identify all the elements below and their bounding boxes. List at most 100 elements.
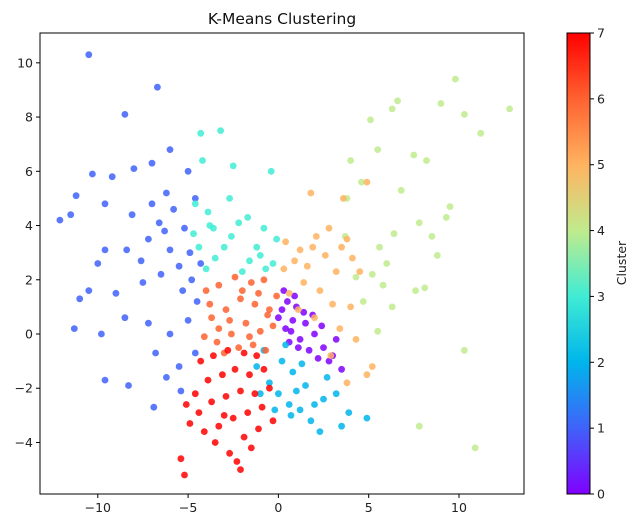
cluster-2-point xyxy=(285,401,293,408)
cluster-4-point xyxy=(452,75,459,83)
cluster-3-point xyxy=(211,254,219,262)
y-tick-label: −4 xyxy=(15,435,33,450)
cluster-1-point xyxy=(101,246,109,254)
cluster-6-point xyxy=(251,300,259,308)
x-tick-label: 0 xyxy=(274,500,282,515)
cluster-5-point xyxy=(327,352,335,360)
cluster-5-point xyxy=(363,371,371,379)
cluster-1-point xyxy=(193,298,201,305)
y-tick-label: −2 xyxy=(15,381,33,396)
cluster-0-point xyxy=(291,292,298,300)
cluster-7-point xyxy=(255,425,262,433)
cluster-1-point xyxy=(175,363,183,370)
cluster-4-point xyxy=(410,151,418,159)
cluster-5-point xyxy=(316,287,324,294)
cluster-5-point xyxy=(343,235,351,243)
cluster-7-point xyxy=(191,390,199,398)
cluster-1-point xyxy=(152,349,160,357)
cluster-7-point xyxy=(237,466,244,473)
cluster-4-point xyxy=(446,203,454,211)
cluster-7-point xyxy=(260,365,268,373)
cluster-1-point xyxy=(125,382,132,389)
cluster-0-point xyxy=(305,346,313,354)
cluster-2-point xyxy=(293,387,300,395)
cluster-1-point xyxy=(148,159,156,167)
cluster-3-point xyxy=(267,167,275,175)
cluster-1-point xyxy=(166,246,174,254)
cluster-1-point xyxy=(161,227,169,235)
cluster-1-point xyxy=(137,257,145,265)
cluster-1-point xyxy=(112,289,120,297)
cluster-7-point xyxy=(233,458,241,465)
cluster-6-point xyxy=(238,287,246,294)
cluster-7-point xyxy=(210,352,217,360)
cluster-0-point xyxy=(332,336,340,343)
x-tick-label: 10 xyxy=(451,500,467,515)
cluster-5-point xyxy=(347,303,354,311)
cluster-1-point xyxy=(166,146,174,154)
cluster-1-point xyxy=(101,200,109,208)
x-tick-label: −10 xyxy=(85,500,111,515)
cluster-6-point xyxy=(255,289,262,297)
cluster-3-point xyxy=(273,235,280,243)
cluster-2-point xyxy=(296,406,304,414)
cluster-1-point xyxy=(154,83,161,91)
cluster-2-point xyxy=(332,390,340,398)
cluster-4-point xyxy=(423,157,430,164)
cluster-5-point xyxy=(303,262,311,270)
cluster-4-point xyxy=(359,298,367,305)
cluster-7-point xyxy=(224,346,232,354)
cluster-7-point xyxy=(181,471,188,479)
cluster-4-point xyxy=(442,214,450,221)
cluster-2-point xyxy=(266,379,273,387)
cluster-6-point xyxy=(246,333,253,341)
cluster-1-point xyxy=(184,167,192,175)
cluster-2-point xyxy=(253,363,261,370)
cluster-4-point xyxy=(383,260,391,267)
cluster-3-point xyxy=(238,268,246,275)
cluster-4-point xyxy=(367,116,374,124)
colorbar-tick-label: 5 xyxy=(597,157,605,172)
cluster-5-point xyxy=(329,300,336,308)
cluster-2-point xyxy=(287,412,295,419)
cluster-5-point xyxy=(368,363,376,370)
cluster-6-point xyxy=(228,330,235,338)
cluster-1-point xyxy=(67,211,75,219)
cluster-1-point xyxy=(94,260,102,267)
cluster-6-point xyxy=(206,300,214,308)
cluster-6-point xyxy=(213,338,221,346)
cluster-3-point xyxy=(256,252,264,259)
cluster-3-point xyxy=(220,243,228,251)
cluster-1-point xyxy=(166,330,174,338)
cluster-6-point xyxy=(226,317,234,324)
cluster-5-point xyxy=(285,289,293,297)
cluster-6-point xyxy=(237,295,244,303)
y-axis: −4 −2 0 2 4 6 8 10 xyxy=(15,55,40,450)
cluster-1-point xyxy=(108,173,116,181)
y-tick-label: 8 xyxy=(25,110,33,125)
cluster-5-point xyxy=(309,243,317,251)
cluster-3-point xyxy=(228,233,235,240)
cluster-7-point xyxy=(220,412,228,419)
cluster-5-point xyxy=(332,268,340,275)
cluster-6-point xyxy=(273,292,280,300)
cluster-4-point xyxy=(347,157,354,164)
cluster-4-point xyxy=(358,178,365,186)
cluster-0-point xyxy=(320,344,327,351)
cluster-6-point xyxy=(235,344,243,351)
colorbar-tick-label: 4 xyxy=(597,223,605,238)
cluster-0-point xyxy=(275,314,282,322)
y-tick-label: 4 xyxy=(25,218,33,233)
cluster-2-point xyxy=(278,357,286,365)
colorbar-ticks: 0 1 2 3 4 5 6 7 xyxy=(590,26,605,502)
cluster-1-point xyxy=(150,403,158,411)
cluster-1-point xyxy=(155,219,163,227)
cluster-5-point xyxy=(340,195,347,202)
cluster-3-point xyxy=(199,157,206,164)
cluster-6-point xyxy=(247,279,255,286)
cluster-4-point xyxy=(437,100,445,107)
cluster-5-point xyxy=(336,325,344,332)
cluster-5-point xyxy=(282,238,289,246)
cluster-5-point xyxy=(321,252,329,259)
cluster-7-point xyxy=(200,428,208,435)
